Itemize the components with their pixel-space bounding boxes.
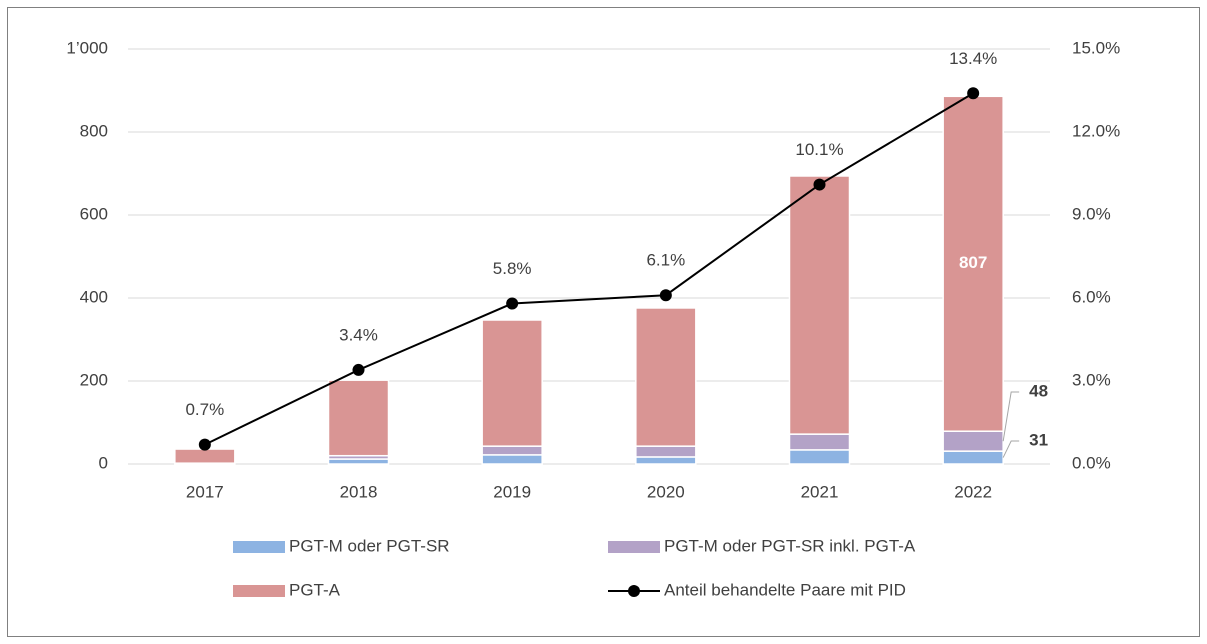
y-tick-label: 0 [99,453,108,472]
bar-segment [788,433,851,451]
x-tick-label: 2019 [493,482,531,501]
legend-marker [628,585,640,597]
bar-segment [942,95,1004,432]
data-label: 3.4% [339,325,378,344]
legend-label: PGT-M oder PGT-SR [289,536,450,555]
bar-segment [174,448,236,464]
bar-segment [788,175,851,435]
bar-segment [635,456,697,465]
x-tick-label: 2021 [801,482,839,501]
y2-tick-label: 0.0% [1072,453,1111,472]
x-tick-label: 2017 [186,482,224,501]
bar-segment [327,379,390,457]
y-tick-label: 400 [80,287,108,306]
leader-line [1002,440,1020,458]
line-marker [813,178,826,191]
data-label: 5.8% [493,259,532,278]
x-tick-label: 2020 [647,482,685,501]
line [204,92,974,446]
legend-label: Anteil behandelte Paare mit PID [664,580,906,599]
data-label: 48 [1029,381,1048,400]
line-marker [659,289,672,302]
x-tick-label: 2022 [954,482,992,501]
y2-tick-label: 3.0% [1072,370,1111,389]
bar-segment [481,445,543,456]
y-tick-label: 800 [80,121,108,140]
data-label: 10.1% [795,140,843,159]
data-label: 0.7% [185,400,224,419]
bar-segment [481,454,543,465]
data-label: 807 [959,253,987,272]
chart-frame [7,7,1200,637]
x-tick-label: 2018 [340,482,378,501]
bar-segment [942,450,1004,465]
y-tick-label: 1’000 [66,38,108,57]
y2-tick-label: 6.0% [1072,287,1111,306]
leader-line [1002,391,1020,442]
legend-label: PGT-M oder PGT-SR inkl. PGT-A [664,536,916,555]
legend-swatch [233,585,285,597]
line-marker [352,363,365,376]
legend-swatch [233,541,285,553]
y2-tick-label: 15.0% [1072,38,1120,57]
legend-swatch [608,541,660,553]
y2-tick-label: 9.0% [1072,204,1111,223]
y-tick-label: 600 [80,204,108,223]
line-marker [198,438,211,451]
bar-segment [942,430,1004,452]
legend-label: PGT-A [289,580,341,599]
bar-segment [635,307,697,447]
line-marker [967,87,980,100]
data-label: 13.4% [949,49,997,68]
bar-segment [635,445,697,458]
data-label: 6.1% [646,251,685,270]
y-tick-label: 200 [80,370,108,389]
bar-segment [788,449,851,465]
bar-segment [481,319,543,447]
data-label: 31 [1029,430,1048,449]
y2-tick-label: 12.0% [1072,121,1120,140]
line-marker [506,297,519,310]
